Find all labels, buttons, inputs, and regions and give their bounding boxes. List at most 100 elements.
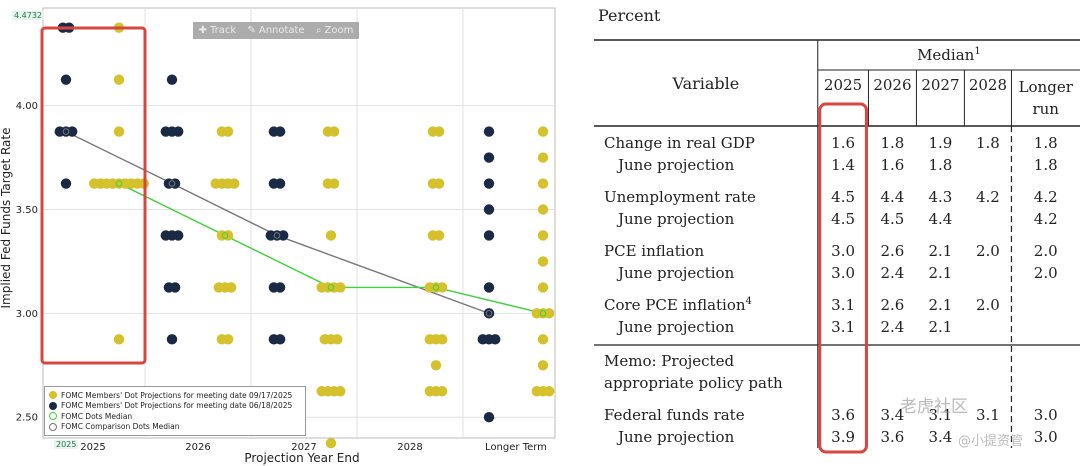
table-cell: 2.0 [975, 242, 1000, 260]
chart-legend: FOMC Members' Dot Projections for meetin… [44, 386, 306, 436]
table-row: June projection 4.5 4.5 4.4 4.2 [594, 208, 1080, 230]
dot-june [278, 230, 289, 241]
dot-september [222, 126, 234, 137]
y-tick-label: 2.50 [16, 413, 38, 424]
zoom-label: Zoom [324, 25, 354, 36]
row-label-text: PCE inflation [604, 242, 705, 260]
memo-fill [818, 372, 1080, 394]
row-label-text: Core PCE inflation [604, 296, 746, 314]
track-button[interactable]: ✚ Track [199, 25, 237, 36]
table-cell: 2.6 [880, 296, 905, 314]
table-cell: 3.1 [831, 318, 856, 336]
dot-september [437, 386, 448, 397]
row-label-text: Federal funds rate [604, 406, 745, 424]
legend-entry-median: FOMC Dots Median [49, 411, 301, 422]
table-cell: 3.0 [1033, 406, 1058, 424]
table-cell: 1.6 [880, 156, 905, 174]
table-cell: 1.8 [880, 134, 905, 152]
annotate-button[interactable]: ✎ Annotate [247, 25, 304, 36]
variable-header: Variable [672, 73, 740, 93]
row-label: Unemployment rate [594, 186, 818, 208]
table-cell: 4.4 [880, 188, 905, 206]
x-tick-label: Longer Term [485, 442, 547, 453]
legend-swatch-sep [49, 391, 57, 400]
median-marker [539, 310, 547, 317]
legend-swatch-median [49, 412, 57, 421]
table-cell: 4.5 [831, 210, 856, 228]
x-axis-title: Projection Year End [244, 451, 359, 465]
dot-september [437, 282, 448, 293]
row-label: Core PCE inflation4 [594, 294, 818, 316]
table-cell: 2.0 [1033, 264, 1058, 282]
dot-september [328, 126, 340, 137]
spacer-row [594, 338, 1080, 350]
legend-label-jun: FOMC Members' Dot Projections for meetin… [61, 401, 293, 411]
dot-september [328, 178, 340, 189]
dot-september [537, 152, 549, 163]
table-cell: 4.3 [928, 188, 953, 206]
table-cell: 4.2 [1033, 210, 1058, 228]
projection-table: Variable Median1 2025 2026 2027 2028 Longer run… [594, 40, 1080, 448]
dot-june [483, 308, 495, 319]
table-cell: 1.8 [1033, 134, 1058, 152]
row-footnote: 4 [745, 296, 752, 307]
x-tick-label: 2027 [291, 442, 316, 453]
watermark-logo: 老虎社区 [900, 397, 968, 417]
dot-september [537, 230, 549, 241]
legend-label-sep: FOMC Members' Dot Projections for meetin… [61, 390, 293, 400]
table-cell: 4.2 [975, 188, 1000, 206]
zoom-button[interactable]: ⌕ Zoom [316, 25, 353, 36]
spacer-cell [594, 230, 1080, 240]
watermark-author: @小提资管 [958, 434, 1024, 449]
dot-september [325, 437, 337, 449]
row-label-text: June projection [618, 210, 735, 228]
dot-september [433, 126, 445, 137]
dot-september [222, 334, 234, 345]
unit-label: Percent [598, 6, 661, 25]
memo-row: appropriate policy path [594, 372, 1080, 394]
row-label-text: June projection [618, 264, 735, 282]
spacer-cell [594, 176, 1080, 186]
dot-plot-svg: 4.00 3.50 3.00 2.50 2025 2026 2027 2028 Longer T… [0, 7, 556, 465]
year-header: 2026 [873, 76, 912, 94]
sep-table-panel: Percent Variable Median1 2025 2026 2027 2028 L… [590, 0, 1080, 466]
table-cell [964, 262, 1011, 284]
median-footnote: 1 [974, 46, 981, 57]
dot-september [332, 334, 343, 345]
legend-entry-comparison: FOMC Comparison Dots Median [49, 422, 301, 433]
legend-entry-jun: FOMC Members' Dot Projections for meetin… [49, 401, 301, 412]
dot-june [483, 204, 495, 215]
row-label-text: June projection [618, 156, 735, 174]
median-marker [221, 232, 229, 239]
dot-june [169, 282, 181, 293]
table-cell: 1.8 [975, 134, 1000, 152]
comparison-median-line [65, 130, 490, 315]
dot-september [113, 126, 125, 137]
table-cell: 4.5 [831, 188, 856, 206]
legend-swatch-jun [49, 401, 57, 410]
dot-june [483, 412, 495, 423]
track-label: Track [210, 25, 237, 36]
x-tick-label: 2028 [397, 442, 422, 453]
row-label: June projection [594, 316, 818, 338]
dot-september [113, 74, 125, 85]
table-cell: 3.6 [831, 406, 856, 424]
dot-june [166, 334, 178, 345]
legend-label-comparison: FOMC Comparison Dots Median [61, 422, 180, 432]
table-row: Unemployment rate 4.5 4.4 4.3 4.2 4.2 [594, 186, 1080, 208]
row-label-text: Change in real GDP [604, 134, 755, 152]
dot-june [274, 334, 286, 345]
dot-september [335, 282, 346, 293]
dot-september [430, 360, 442, 371]
dot-september [433, 178, 445, 189]
table-cell: 3.4 [928, 428, 953, 446]
dot-september [537, 334, 549, 345]
table-cell [1011, 294, 1080, 316]
row-label: PCE inflation [594, 240, 818, 262]
spacer-row [594, 394, 1080, 404]
table-cell: 1.4 [831, 156, 856, 174]
table-row: Core PCE inflation4 3.1 2.6 2.1 2.0 [594, 294, 1080, 316]
y-tick-label: 4.00 [16, 101, 38, 112]
y-tick-label: 3.50 [16, 205, 38, 216]
table-cell [1011, 316, 1080, 338]
